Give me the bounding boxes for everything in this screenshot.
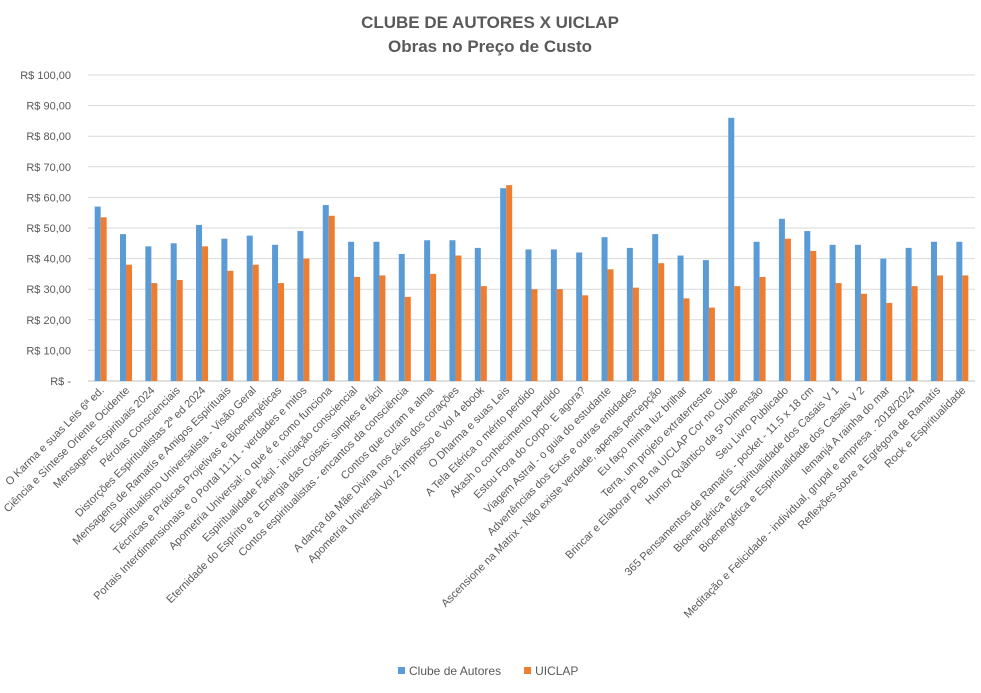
bar [905,247,912,381]
bar [936,275,943,381]
x-tick-label: O Karma e suas Leis 6ª ed. [3,385,106,488]
bar [430,273,437,381]
bar [322,205,329,381]
bar [297,231,304,381]
bar [272,244,279,381]
bar [373,241,380,381]
bar [632,287,639,381]
bar [531,289,538,381]
bar [702,260,709,381]
bar [120,234,127,381]
bar [455,255,462,381]
bar [424,240,431,381]
bar [880,258,887,381]
bar [100,217,107,381]
bar [500,188,507,381]
chart-subtitle: Obras no Preço de Custo [388,37,592,56]
y-tick-label: R$ 70,00 [26,162,71,174]
bar [94,206,101,381]
bar [683,298,690,381]
bar [126,264,133,381]
bar [252,264,259,381]
y-tick-label: R$ 90,00 [26,101,71,113]
bar [151,283,158,381]
bar [956,241,963,381]
y-tick-label: R$ 60,00 [26,192,71,204]
bar [506,185,513,381]
bar [626,247,633,381]
bar [829,244,836,381]
bar [810,250,817,381]
bar [582,295,589,381]
bar [728,117,735,381]
bar [860,293,867,381]
bar [474,247,481,381]
y-tick-label: R$ 50,00 [26,223,71,235]
bar [348,241,355,381]
bar [550,249,557,381]
bar [778,218,785,381]
bar [930,241,937,381]
bar [652,234,659,381]
bar [556,289,563,381]
y-tick-label: R$ 10,00 [26,345,71,357]
y-tick-label: R$ 100,00 [20,70,71,82]
y-tick-label: R$ 40,00 [26,254,71,266]
bar [835,283,842,381]
bar [328,215,335,381]
bar [196,224,203,381]
bar [804,231,811,381]
legend-swatch [524,667,532,674]
bar [886,302,893,381]
y-tick-label: R$ 80,00 [26,131,71,143]
bar [404,296,411,381]
bar [734,286,741,381]
bar [227,270,234,381]
bar [753,241,760,381]
y-tick-label: R$ 30,00 [26,284,71,296]
bar [170,243,177,381]
bar [246,235,253,381]
bar [962,275,969,381]
legend-label: Clube de Autores [409,664,501,678]
bar [708,307,715,381]
bar [854,244,861,381]
bar [303,258,310,381]
bar [607,269,614,381]
bar [911,286,918,381]
bar [449,240,456,381]
bar [576,252,583,381]
bar [677,255,684,381]
bar [398,254,405,381]
bar [480,286,487,381]
bar [176,280,183,381]
bar [525,249,532,381]
bar [601,237,608,381]
bar [221,238,228,381]
legend-swatch [398,667,405,674]
bar [379,275,386,381]
y-tick-label: R$ - [50,376,71,388]
bar [202,246,209,381]
y-tick-label: R$ 20,00 [26,315,71,327]
bar [759,276,766,381]
bar [658,263,665,381]
bar [278,283,285,381]
bar [784,238,791,381]
legend-label: UICLAP [535,664,578,678]
chart-title: CLUBE DE AUTORES X UICLAP [361,13,619,32]
bar [145,246,152,381]
bar [354,276,361,381]
